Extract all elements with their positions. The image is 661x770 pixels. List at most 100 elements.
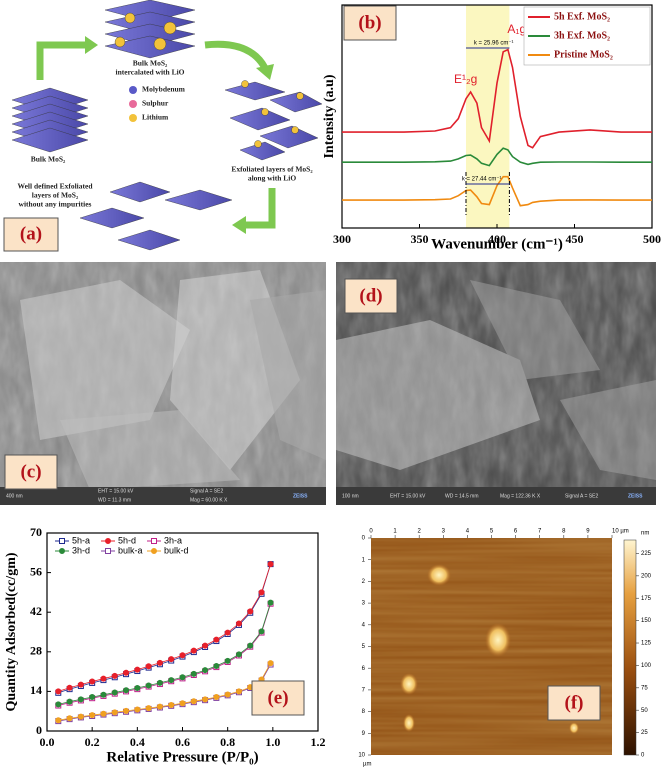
colorbar-tick-label: 50 bbox=[641, 708, 648, 714]
x-tick-label: 300 bbox=[333, 232, 351, 246]
marker bbox=[224, 629, 231, 636]
info-text: WD = 11.3 mm bbox=[98, 497, 131, 503]
intercalated-label: Bulk MoS₂ bbox=[133, 59, 168, 68]
marker bbox=[168, 656, 175, 663]
x-tick-label: 450 bbox=[566, 232, 584, 246]
marker bbox=[168, 677, 175, 684]
panel-label-box bbox=[343, 5, 397, 41]
marker bbox=[77, 696, 84, 703]
y-tick-label: 56 bbox=[30, 564, 42, 578]
marker bbox=[66, 698, 73, 705]
marker bbox=[55, 688, 62, 695]
y-tick-label: 42 bbox=[30, 604, 42, 618]
x-tick-label: 0.4 bbox=[130, 735, 145, 749]
marker bbox=[134, 666, 141, 673]
x-tick-label: 1 bbox=[393, 529, 397, 535]
annotation: k = 25.96 cm⁻¹ bbox=[474, 41, 514, 47]
colorbar-tick-label: 25 bbox=[641, 730, 648, 736]
info-text: Signal A = SE2 bbox=[190, 488, 223, 494]
legend-label: 3h-a bbox=[164, 535, 182, 545]
y-tick-label: 1 bbox=[362, 557, 366, 563]
defined-label: without any impurities bbox=[19, 200, 92, 209]
arrow bbox=[204, 40, 269, 70]
marker bbox=[202, 642, 209, 649]
colorbar-tick-label: 150 bbox=[641, 618, 652, 624]
y-axis-title: Intensity (a.u) bbox=[322, 74, 337, 158]
x-tick-label: 1.0 bbox=[265, 735, 280, 749]
flake bbox=[60, 410, 240, 490]
y-tick-label: 2 bbox=[362, 579, 366, 585]
info-text: EHT = 15.00 kV bbox=[390, 493, 426, 499]
marker bbox=[55, 701, 62, 708]
panel-label-box bbox=[251, 680, 305, 716]
spectrum-line bbox=[342, 147, 652, 167]
x-tick-label: 4 bbox=[466, 529, 470, 535]
marker bbox=[89, 694, 96, 701]
y-tick-label: 4 bbox=[362, 622, 366, 628]
x-tick-label: 500 bbox=[643, 232, 661, 246]
colorbar-tick-label: 200 bbox=[641, 573, 652, 579]
x-tick-label: 0.2 bbox=[85, 735, 100, 749]
legend-label: bulk-a bbox=[118, 545, 143, 555]
marker bbox=[100, 675, 107, 682]
highlight-band bbox=[466, 5, 510, 228]
marker bbox=[123, 707, 130, 714]
marker bbox=[100, 691, 107, 698]
marker bbox=[105, 548, 111, 554]
afm-flake bbox=[485, 623, 511, 657]
sem-panel-c: 400 nm EHT = 15.00 kV WD = 11.3 mm Signa… bbox=[0, 262, 326, 505]
panel-label-box bbox=[3, 217, 59, 252]
marker bbox=[258, 589, 265, 596]
x-axis-title: Wavenumber (cm⁻¹) bbox=[431, 236, 563, 252]
annotation: k = 27.44 cm⁻¹ bbox=[462, 177, 502, 183]
defined-label: Well defined Exfoliated bbox=[18, 182, 94, 191]
marker bbox=[105, 538, 112, 545]
legend-text: Sulphur bbox=[142, 99, 169, 108]
x-tick-label: 8 bbox=[562, 529, 566, 535]
info-bar bbox=[336, 487, 656, 505]
panel-label-box bbox=[344, 278, 398, 314]
colorbar-tick-label: 125 bbox=[641, 641, 652, 647]
afm-flake bbox=[403, 714, 415, 732]
legend-text: Molybdenum bbox=[142, 85, 186, 94]
y-tick-label: 5 bbox=[362, 644, 366, 650]
arrow-head bbox=[256, 64, 274, 80]
marker bbox=[267, 599, 274, 606]
info-bar bbox=[0, 487, 326, 505]
x-axis-title: Relative Pressure (P/P₀) bbox=[106, 749, 258, 765]
legend-label: 5h-a bbox=[72, 535, 90, 545]
panel-label-box bbox=[547, 685, 601, 721]
colorbar-tick-label: 175 bbox=[641, 596, 652, 602]
marker bbox=[202, 667, 209, 674]
exfoliated-label: Exfoliated layers of MoS₂ bbox=[231, 165, 313, 174]
annotation: E¹₂g bbox=[454, 72, 477, 86]
marker bbox=[145, 663, 152, 670]
marker bbox=[213, 636, 220, 643]
marker bbox=[134, 685, 141, 692]
marker bbox=[247, 608, 254, 615]
panel-label: (d) bbox=[359, 285, 382, 306]
legend-dot bbox=[129, 86, 137, 94]
legend-label: 5h-d bbox=[118, 535, 136, 545]
afm-flake bbox=[400, 673, 418, 695]
panel-label: (c) bbox=[20, 461, 41, 482]
flake bbox=[560, 380, 656, 480]
colorbar-tick-label: 0 bbox=[641, 753, 645, 759]
y-tick-label: 9 bbox=[362, 731, 366, 737]
legend-label: bulk-d bbox=[164, 545, 189, 555]
y-tick-label: 3 bbox=[362, 601, 366, 607]
x-tick-label: 6 bbox=[514, 529, 518, 535]
info-text: Mag = 60.00 K X bbox=[190, 497, 228, 503]
x-tick-label: 5 bbox=[490, 529, 494, 535]
y-tick-label: 14 bbox=[30, 683, 42, 697]
x-tick-label: 9 bbox=[586, 529, 590, 535]
y-tick-label: 0 bbox=[36, 723, 42, 737]
flake bbox=[336, 320, 540, 470]
legend-label: 3h Exf. MoS₂ bbox=[554, 30, 610, 41]
arrow bbox=[36, 41, 85, 80]
x-tick-label: 7 bbox=[538, 529, 542, 535]
x-tick-label: 350 bbox=[411, 232, 429, 246]
x-tick-label: 0.0 bbox=[40, 735, 55, 749]
marker bbox=[235, 651, 242, 658]
